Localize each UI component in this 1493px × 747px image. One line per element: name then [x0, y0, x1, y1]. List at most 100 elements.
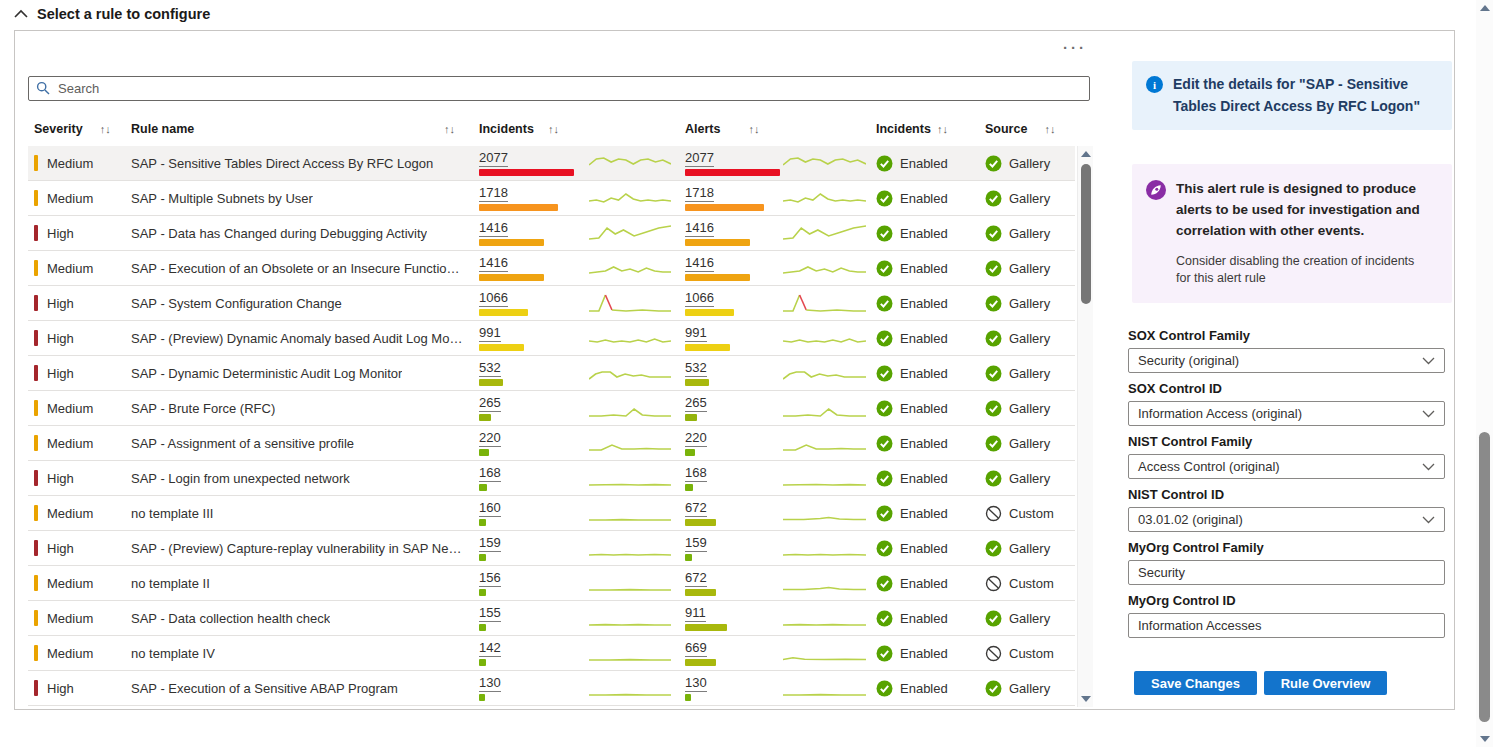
source-label: Gallery [1009, 471, 1050, 486]
table-row[interactable]: Medium SAP - Brute Force (RFC) 265 265 E… [28, 391, 1075, 426]
incidents-count: 156 [479, 571, 501, 587]
sort-icon[interactable]: ↑↓ [1044, 123, 1055, 135]
table-row[interactable]: High SAP - (Preview) Capture-replay vuln… [28, 531, 1075, 566]
search-input[interactable] [58, 81, 1082, 96]
sort-icon[interactable]: ↑↓ [548, 123, 559, 135]
sort-icon[interactable]: ↑↓ [444, 123, 455, 135]
column-header-alerts[interactable]: Alerts ↑↓ [681, 122, 783, 136]
table-row[interactable]: Medium SAP - Assignment of a sensitive p… [28, 426, 1075, 461]
sort-icon[interactable]: ↑↓ [100, 123, 111, 135]
severity-label: Medium [47, 261, 93, 276]
incidents-metric: 265 [471, 391, 589, 425]
info-icon: i [1146, 76, 1163, 93]
column-header-incidents-status[interactable]: Incidents ↑↓ [876, 122, 985, 136]
incidents-metric: 159 [471, 531, 589, 565]
table-row[interactable]: High SAP - Login from unexpected network… [28, 461, 1075, 496]
table-row[interactable]: Medium SAP - Multiple Subnets by User 17… [28, 181, 1075, 216]
table-row[interactable]: Medium no template II 156 672 Enabled Cu… [28, 566, 1075, 601]
dropdown-value: Information Access (original) [1138, 406, 1302, 421]
table-row[interactable]: High SAP - System Configuration Change 1… [28, 286, 1075, 321]
enabled-check-icon [876, 610, 893, 627]
incidents-count: 532 [479, 361, 501, 377]
rule-overview-button[interactable]: Rule Overview [1264, 671, 1387, 695]
dropdown-sox-control-family[interactable]: Security (original) [1128, 348, 1445, 373]
incidents-sparkline [589, 251, 681, 285]
sort-icon[interactable]: ↑↓ [937, 123, 948, 135]
dropdown-nist-control-family[interactable]: Access Control (original) [1128, 454, 1445, 479]
input-myorg-control-id[interactable] [1128, 613, 1445, 638]
incidents-count: 168 [479, 466, 501, 482]
incidents-sparkline [589, 566, 681, 600]
column-header-rule-name[interactable]: Rule name ↑↓ [131, 122, 471, 136]
incidents-count: 991 [479, 326, 501, 342]
table-row[interactable]: Medium no template IV 142 669 Enabled Cu… [28, 636, 1075, 671]
custom-blocked-icon [985, 645, 1002, 662]
alerts-metric: 672 [681, 566, 783, 600]
table-row[interactable]: High SAP - Execution of a Sensitive ABAP… [28, 671, 1075, 706]
field-myorg-control-id: MyOrg Control ID [1128, 593, 1445, 638]
table-row[interactable]: High SAP - (Preview) Dynamic Anomaly bas… [28, 321, 1075, 356]
table-row[interactable]: Medium SAP - Execution of an Obsolete or… [28, 251, 1075, 286]
status-label: Enabled [900, 191, 948, 206]
severity-label: High [47, 296, 74, 311]
alerts-bar [685, 554, 692, 561]
alerts-bar [685, 519, 716, 526]
scroll-up-arrow-icon[interactable] [1081, 151, 1091, 157]
alerts-bar [685, 694, 691, 701]
table-row[interactable]: High SAP - Data has Changed during Debug… [28, 216, 1075, 251]
incidents-count: 155 [479, 606, 501, 622]
table-row[interactable]: Medium no template III 160 672 Enabled C… [28, 496, 1075, 531]
dropdown-sox-control-id[interactable]: Information Access (original) [1128, 401, 1445, 426]
input-myorg-control-family[interactable] [1128, 560, 1445, 585]
severity-bar-icon [34, 540, 38, 556]
severity-label: High [47, 366, 74, 381]
enabled-check-icon [876, 540, 893, 557]
collapse-header[interactable]: Select a rule to configure [14, 6, 210, 22]
table-row[interactable]: High SAP - Dynamic Deterministic Audit L… [28, 356, 1075, 391]
alerts-count: 669 [685, 641, 707, 657]
enabled-check-icon [876, 680, 893, 697]
alerts-count: 1416 [685, 221, 714, 237]
dropdown-nist-control-id[interactable]: 03.01.02 (original) [1128, 507, 1445, 532]
status-label: Enabled [900, 296, 948, 311]
gallery-check-icon [985, 295, 1002, 312]
column-header-severity[interactable]: Severity ↑↓ [34, 122, 131, 136]
severity-bar-icon [34, 225, 38, 241]
table-scrollbar-thumb[interactable] [1081, 164, 1091, 304]
alerts-metric: 911 [681, 601, 783, 635]
alerts-count: 220 [685, 431, 707, 447]
rules-table-body: Medium SAP - Sensitive Tables Direct Acc… [28, 146, 1075, 707]
gallery-check-icon [985, 435, 1002, 452]
table-scrollbar[interactable] [1077, 146, 1093, 707]
page-scrollbar[interactable] [1476, 0, 1493, 747]
page-scrollbar-thumb[interactable] [1479, 432, 1490, 722]
incidents-bar [479, 204, 558, 211]
enabled-check-icon [876, 645, 893, 662]
alerts-sparkline [783, 601, 876, 635]
rules-card: ··· Severity ↑↓ Rule name ↑↓ Incidents ↑… [14, 30, 1455, 710]
incidents-sparkline [589, 426, 681, 460]
source-label: Custom [1009, 576, 1054, 591]
scroll-down-arrow-icon[interactable] [1480, 736, 1490, 742]
incidents-bar [479, 519, 486, 526]
gallery-check-icon [985, 540, 1002, 557]
incidents-count: 130 [479, 676, 501, 692]
save-changes-button[interactable]: Save Changes [1134, 671, 1257, 695]
scroll-down-arrow-icon[interactable] [1081, 696, 1091, 702]
gallery-check-icon [985, 610, 1002, 627]
scroll-up-arrow-icon[interactable] [1480, 5, 1490, 11]
column-header-incidents[interactable]: Incidents ↑↓ [471, 122, 589, 136]
incidents-bar [479, 379, 503, 386]
table-row[interactable]: Medium SAP - Data collection health chec… [28, 601, 1075, 636]
table-row[interactable]: Medium SAP - Sensitive Tables Direct Acc… [28, 146, 1075, 181]
alerts-metric: 168 [681, 461, 783, 495]
status-label: Enabled [900, 611, 948, 626]
incidents-bar [479, 414, 491, 421]
status-label: Enabled [900, 261, 948, 276]
rule-name: SAP - Assignment of a sensitive profile [131, 436, 354, 451]
status-label: Enabled [900, 576, 948, 591]
column-header-source[interactable]: Source ↑↓ [985, 122, 1075, 136]
more-options-button[interactable]: ··· [1063, 39, 1087, 56]
sort-icon[interactable]: ↑↓ [748, 123, 759, 135]
gallery-check-icon [985, 260, 1002, 277]
